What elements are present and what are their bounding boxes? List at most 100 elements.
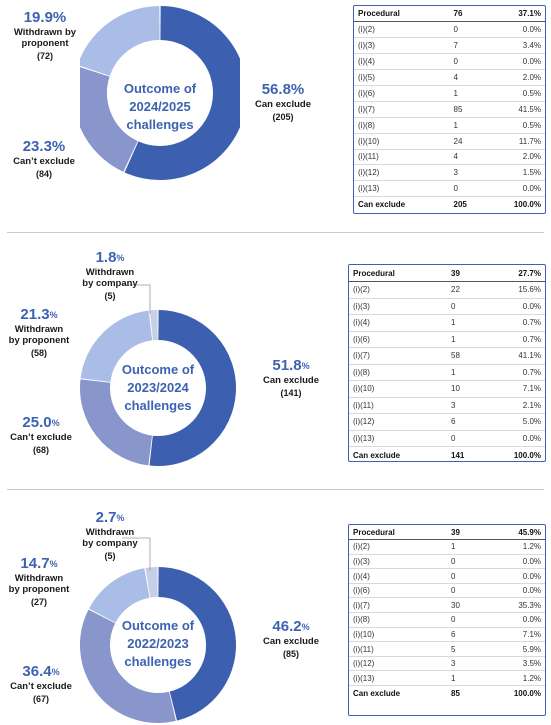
label-withdrawn-proponent: 14.7% Withdrawn by proponent (27)	[2, 556, 76, 608]
table-cell: (i)(6)	[354, 85, 450, 101]
divider	[7, 232, 544, 233]
table-cell: Procedural	[354, 6, 450, 22]
table-cell: 0	[447, 430, 484, 447]
table-cell: 58	[447, 348, 484, 365]
table-cell: (i)(8)	[349, 613, 447, 628]
table-cell: 85	[450, 101, 486, 117]
table-cell: 205	[450, 197, 486, 213]
table-cell: (i)(6)	[349, 583, 447, 598]
table-cell: 0	[447, 613, 479, 628]
table-cell: 5.9%	[479, 642, 545, 657]
table-cell: 1.5%	[486, 165, 545, 181]
table-cell: 3	[447, 397, 484, 414]
table-cell: 10	[447, 381, 484, 398]
table-cell: 1	[450, 117, 486, 133]
table-cell: 45.9%	[479, 525, 545, 540]
table-cell: 27.7%	[484, 265, 545, 282]
table-cell: 1	[450, 85, 486, 101]
table-cell: (i)(7)	[354, 101, 450, 117]
table-cell: (i)(10)	[354, 133, 450, 149]
table-cell: 0.0%	[479, 569, 545, 584]
table-cell: Can exclude	[354, 197, 450, 213]
table-cell: (i)(4)	[349, 569, 447, 584]
table-cell: 0.7%	[484, 315, 545, 332]
table-cell: Procedural	[349, 265, 447, 282]
table-cell: 0.0%	[486, 54, 545, 70]
table-cell: 0.0%	[486, 22, 545, 38]
table-cell: (i)(4)	[354, 54, 450, 70]
table-cell: 85	[447, 686, 479, 701]
table-cell: (i)(2)	[354, 22, 450, 38]
table-cell: 100.0%	[486, 197, 545, 213]
table-cell: (i)(3)	[349, 298, 447, 315]
table-cell: (i)(4)	[349, 315, 447, 332]
table-cell: 1	[447, 364, 484, 381]
label-can-exclude: 46.2% Can exclude (85)	[256, 619, 326, 660]
table-cell: (i)(8)	[349, 364, 447, 381]
table-cell: (i)(7)	[349, 598, 447, 613]
table-cell: (i)(3)	[354, 38, 450, 54]
table-cell: (i)(11)	[354, 149, 450, 165]
table-cell: (i)(6)	[349, 331, 447, 348]
panel-2023-2024: Outcome of 2023/2024 challenges 1.8% Wit…	[0, 240, 551, 485]
label-cant-exclude: 36.4% Can’t exclude (67)	[4, 664, 78, 705]
table-cell: (i)(8)	[354, 117, 450, 133]
table-cell: 0.0%	[486, 181, 545, 197]
table-cell: 7.1%	[479, 627, 545, 642]
table-cell: 76	[450, 6, 486, 22]
table-cell: 41.5%	[486, 101, 545, 117]
table-cell: 1.2%	[479, 540, 545, 555]
table-cell: (i)(7)	[349, 348, 447, 365]
table-cell: 30	[447, 598, 479, 613]
table-cell: Can exclude	[349, 686, 447, 701]
table-cell: (i)(10)	[349, 627, 447, 642]
table-cell: 4	[450, 70, 486, 86]
table-cell: 100.0%	[484, 447, 545, 464]
table-cell: Can exclude	[349, 447, 447, 464]
table-cell: 0	[450, 181, 486, 197]
table-cell: 6	[447, 414, 484, 431]
table-cell: Procedural	[349, 525, 447, 540]
table-cell: 0	[450, 22, 486, 38]
table-cell: (i)(12)	[349, 414, 447, 431]
table-cell: 5.0%	[484, 414, 545, 431]
table-cell: 7.1%	[484, 381, 545, 398]
table-cell: 15.6%	[484, 282, 545, 299]
label-withdrawn-proponent: 21.3% Withdrawn by proponent (58)	[2, 307, 76, 359]
table-cell: 2.0%	[486, 70, 545, 86]
table-cell: 2.1%	[484, 397, 545, 414]
table-cell: 39	[447, 265, 484, 282]
table-cell: 100.0%	[479, 686, 545, 701]
table-cell: 0	[447, 569, 479, 584]
table-cell: 0.0%	[484, 298, 545, 315]
table-cell: 37.1%	[486, 6, 545, 22]
table-cell: 0.0%	[484, 430, 545, 447]
table-cell: 4	[450, 149, 486, 165]
label-can-exclude: 56.8% Can exclude (205)	[246, 82, 320, 123]
table-cell: (i)(13)	[349, 430, 447, 447]
